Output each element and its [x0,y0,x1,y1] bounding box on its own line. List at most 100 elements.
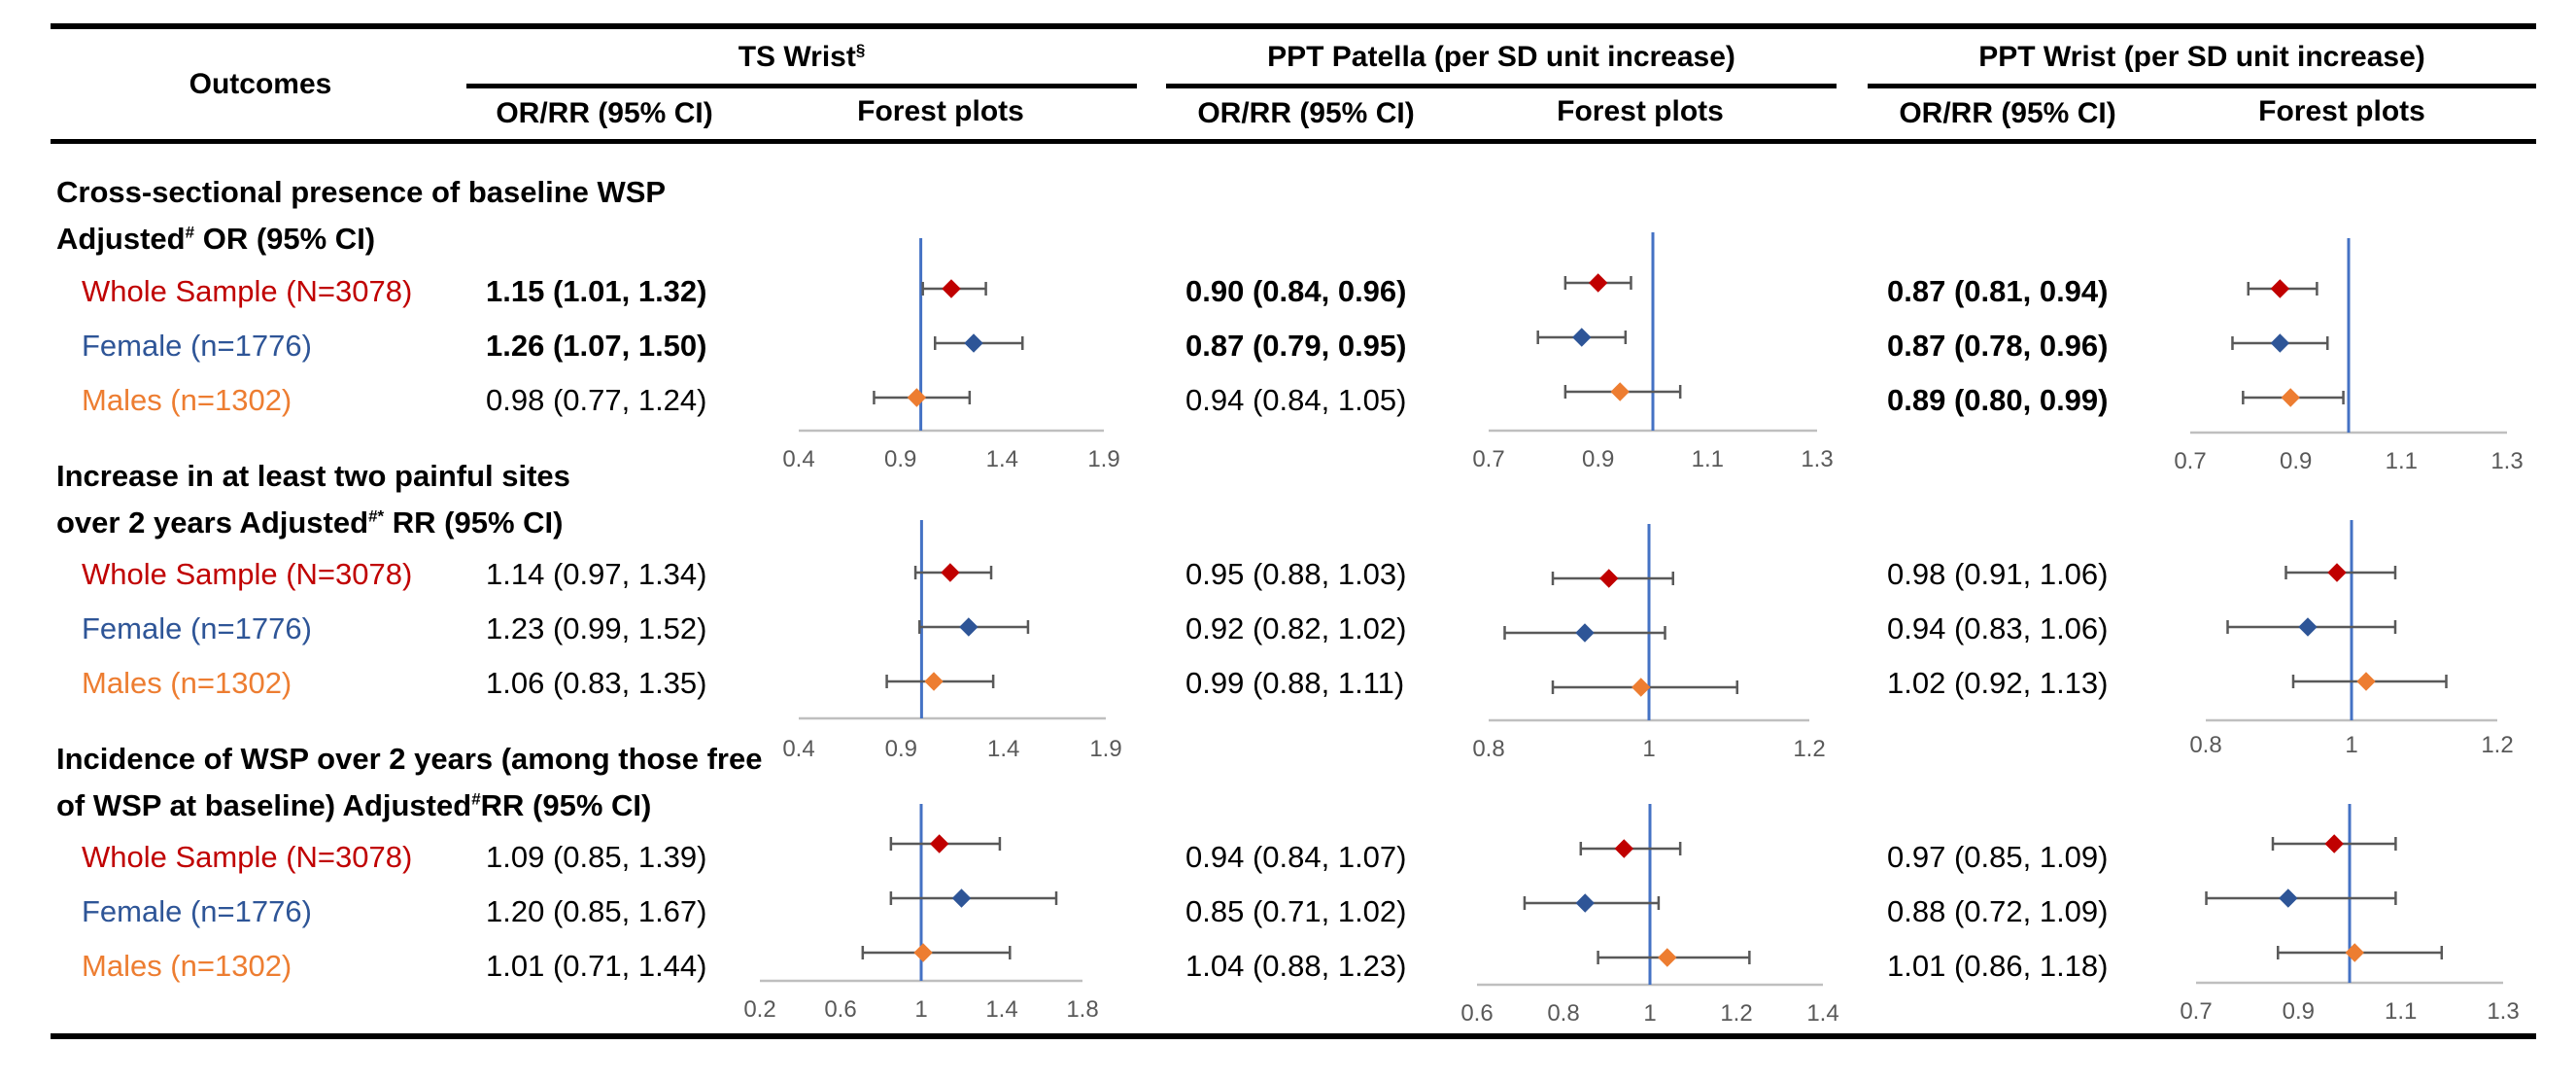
x-tick-label: 1.3 [2487,998,2519,1025]
ci-value: 0.90 (0.84, 0.96) [1185,274,1407,308]
point-estimate-males [2345,943,2364,962]
top-rule [51,23,2536,29]
point-estimate-female [951,888,972,908]
point-estimate-whole [1588,273,1608,293]
ci-value: 1.15 (1.01, 1.32) [486,274,707,308]
point-estimate-female [2270,333,2290,353]
ci-value: 1.26 (1.07, 1.50) [486,329,707,363]
x-tick-label: 0.7 [2180,998,2212,1025]
x-tick-label: 0.8 [1547,1000,1579,1027]
x-tick-label: 1.1 [2386,448,2418,474]
x-tick-label: 1.1 [2385,998,2417,1025]
section-title-sup: # [185,223,195,242]
point-estimate-males [2356,672,2376,691]
point-estimate-female [2298,617,2318,637]
x-tick-label: 0.9 [885,736,917,762]
x-tick-label: 1.1 [1692,446,1724,472]
ci-value: 0.87 (0.79, 0.95) [1185,329,1407,363]
point-estimate-female [1575,623,1595,643]
group-title-text: PPT Patella (per SD unit increase) [1267,41,1735,73]
ci-value: 1.04 (0.88, 1.23) [1185,949,1407,983]
x-tick-label: 0.9 [884,446,916,472]
section-title-post: RR (95% CI) [480,788,652,822]
ci-value: 1.20 (0.85, 1.67) [486,894,707,928]
ci-value: 0.89 (0.80, 0.99) [1887,383,2109,417]
point-estimate-whole [2324,834,2344,854]
point-estimate-female [959,617,979,637]
ci-value: 0.95 (0.88, 1.03) [1185,557,1407,591]
point-estimate-males [924,672,944,691]
point-estimate-whole [2270,279,2290,298]
group-title-sup: § [855,41,866,59]
x-tick-label: 0.8 [1472,736,1504,762]
group-label-female: Female (n=1776) [82,329,312,363]
x-tick-label: 0.6 [1460,1000,1493,1027]
section-title-pre: Adjusted [56,222,186,256]
section-title-sup: #* [368,506,385,526]
ci-value: 1.06 (0.83, 1.35) [486,666,707,700]
x-tick-label: 1.4 [987,736,1019,762]
ci-value: 0.87 (0.78, 0.96) [1887,329,2109,363]
section-title-line2: Adjusted# OR (95% CI) [56,224,375,254]
x-tick-label: 1.2 [1793,736,1825,762]
point-estimate-whole [2327,563,2347,582]
subheader-ci: OR/RR (95% CI) [1197,97,1415,129]
section-title-pre: of WSP at baseline) Adjusted [56,788,472,822]
section-title-pre: over 2 years Adjusted [56,505,369,540]
group-title-ppt-patella: PPT Patella (per SD unit increase) [1267,43,1735,72]
section-title-sup: # [471,789,481,809]
ci-value: 0.99 (0.88, 1.11) [1185,666,1405,700]
ci-value: 0.85 (0.71, 1.02) [1185,894,1407,928]
point-estimate-males [1658,948,1677,967]
group-label-males: Males (n=1302) [82,666,292,700]
group-rule-ts-wrist [466,84,1137,88]
x-tick-label: 0.4 [782,446,814,472]
point-estimate-female [1575,893,1595,913]
header-bottom-rule [51,139,2536,144]
x-tick-label: 1.4 [986,446,1018,472]
point-estimate-whole [929,834,949,854]
section-title-line1: Increase in at least two painful sites [56,459,570,493]
point-estimate-whole [941,563,960,582]
group-title-text: TS Wrist [738,41,856,73]
ci-value: 1.01 (0.86, 1.18) [1887,949,2109,983]
point-estimate-males [913,943,933,962]
x-tick-label: 1.9 [1087,446,1119,472]
x-tick-label: 1.8 [1066,996,1098,1023]
ci-value: 1.14 (0.97, 1.34) [486,557,707,591]
group-rule-ppt-wrist [1868,84,2536,88]
ci-value: 0.87 (0.81, 0.94) [1887,274,2109,308]
ci-value: 0.92 (0.82, 1.02) [1185,611,1407,645]
group-label-female: Female (n=1776) [82,894,312,928]
group-label-males: Males (n=1302) [82,383,292,417]
group-title-ppt-wrist: PPT Wrist (per SD unit increase) [1978,43,2425,72]
section-title-line1: Cross-sectional presence of baseline WSP [56,175,667,209]
ci-value: 0.88 (0.72, 1.09) [1887,894,2109,928]
ci-value: 0.98 (0.91, 1.06) [1887,557,2109,591]
group-label-whole: Whole Sample (N=3078) [82,557,413,591]
x-tick-label: 1.4 [1806,1000,1838,1027]
point-estimate-males [907,388,927,407]
subheader-forest: Forest plots [2258,95,2425,127]
point-estimate-males [2281,388,2300,407]
x-tick-label: 1.3 [2490,448,2523,474]
x-tick-label: 1.9 [1089,736,1121,762]
ci-value: 1.01 (0.71, 1.44) [486,949,707,983]
point-estimate-female [1572,328,1592,347]
group-label-males: Males (n=1302) [82,949,292,983]
point-estimate-males [1631,678,1651,697]
section-title-post: RR (95% CI) [384,505,564,540]
section-title-post: OR (95% CI) [194,222,376,256]
point-estimate-whole [1599,569,1619,588]
x-tick-label: 0.4 [782,736,814,762]
x-tick-label: 1.2 [1720,1000,1752,1027]
x-tick-label: 1 [1642,736,1655,762]
group-title-ts-wrist: TS Wrist§ [738,41,866,73]
x-tick-label: 1 [2345,732,2357,758]
x-tick-label: 0.8 [2189,732,2221,758]
x-tick-label: 0.9 [2283,998,2315,1025]
subheader-ci: OR/RR (95% CI) [496,97,713,129]
bottom-rule [51,1033,2536,1039]
point-estimate-whole [942,279,961,298]
